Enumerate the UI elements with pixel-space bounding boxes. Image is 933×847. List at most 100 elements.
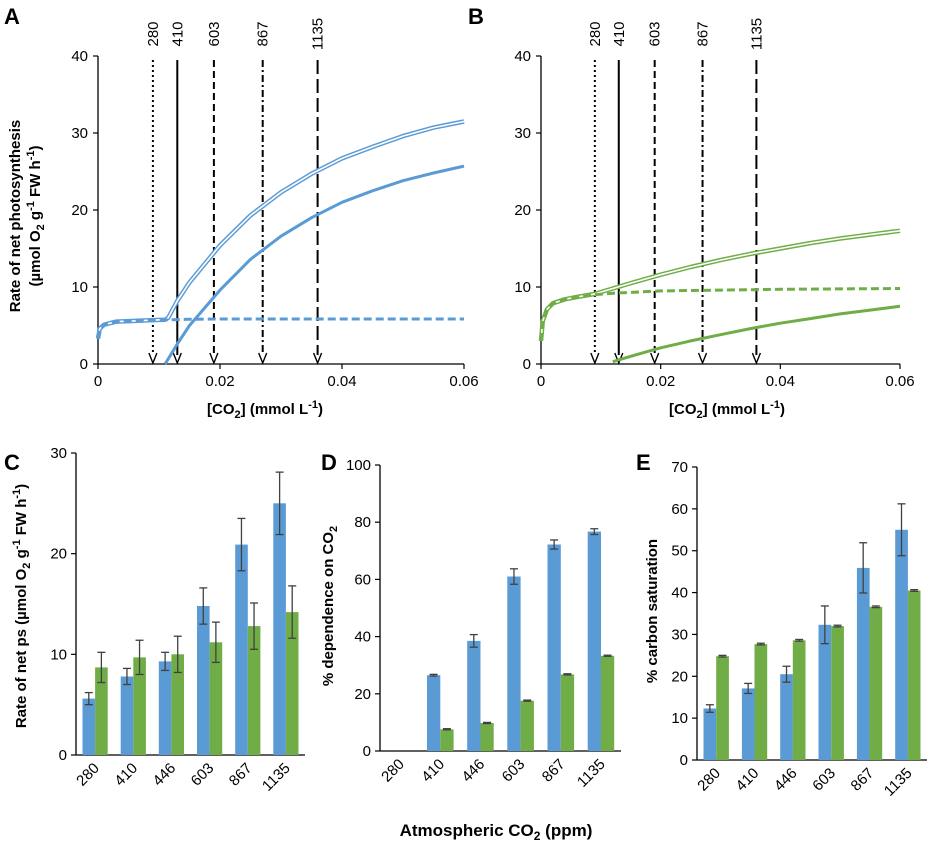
panel-b-ytick-label: 30	[514, 125, 531, 142]
panel-a-xtick-label: 0.02	[205, 373, 234, 390]
panel-a-co2-label-1135: 1135	[310, 18, 327, 50]
panel-c-ytick-label: 0	[59, 747, 67, 764]
panel-c-category-label: 603	[188, 760, 218, 790]
panel-b-co2-arrowhead-603	[650, 352, 660, 365]
panel-e-bar-green-1135	[907, 590, 921, 760]
panel-e-ytick-label: 20	[671, 668, 688, 685]
panel-b-xtick-label: 0.04	[766, 373, 795, 390]
panel-b-xtick-label: 0.06	[885, 373, 914, 390]
atmospheric-co2-xlabel: Atmospheric CO2 (ppm)	[400, 821, 593, 843]
panel-d-bar-green-1135	[600, 655, 615, 751]
panel-e-bar-green-280	[716, 656, 729, 760]
panel-a-co2-label-867: 867	[255, 21, 272, 46]
panel-d-ytick-label: 60	[354, 571, 371, 588]
panel-b-co2-label-1135: 1135	[748, 18, 765, 50]
panel-d-bar-green-410	[440, 729, 454, 751]
panel-d-bar-blue-410	[427, 675, 441, 751]
panel-e-bar-blue-410	[741, 688, 755, 760]
panel-d-ytick-label: 20	[354, 686, 371, 703]
panel-a-series-co2-independent	[96, 317, 464, 339]
panel-d-bar-green-446	[480, 723, 494, 751]
panel-c-bar-green-1135	[285, 612, 299, 755]
panel-b-co2-arrowhead-410	[614, 352, 624, 365]
panel-c-category-label: 410	[111, 760, 141, 790]
panel-c-bar-blue-280	[82, 698, 96, 755]
panel-a-co2-arrowhead-867	[258, 352, 268, 365]
panel-c-bar-green-410	[133, 657, 146, 755]
panel-c-ytick-label: 10	[50, 646, 67, 663]
panel-e-bar-blue-603	[818, 624, 832, 760]
panel-c-bar-blue-867	[235, 544, 248, 755]
panel-a-ytick-label: 20	[71, 202, 88, 219]
panel-a-ytick-label: 40	[71, 48, 88, 65]
panel-e-category-label: 446	[771, 765, 801, 795]
panel-a-series-co2-dependent	[163, 164, 465, 365]
panel-b-ytick-label: 10	[514, 279, 531, 296]
panel-a-co2-arrowhead-410	[172, 352, 182, 365]
panel-d-category-label: 867	[539, 756, 569, 786]
panel-d-category-label: 603	[499, 756, 529, 786]
panel-e-ytick-label: 10	[671, 710, 688, 727]
panel-b-xtick-label: 0	[537, 373, 545, 390]
panel-d-bar-blue-603	[507, 576, 521, 751]
panel-b-ytick-label: 20	[514, 202, 531, 219]
panel-d-bar-green-867	[560, 674, 575, 751]
panel-a-letter: A	[4, 4, 20, 29]
panel-a-xtick-label: 0.04	[327, 373, 356, 390]
panel-a-xlabel: [CO2] (mmol L-1)	[207, 399, 323, 421]
panel-a-co2-label-603: 603	[206, 21, 223, 46]
panel-c-bar-green-446	[171, 654, 184, 755]
panel-a-co2-arrowhead-603	[209, 352, 219, 365]
panel-d-bar-blue-1135	[587, 531, 601, 751]
panel-a-co2-arrowhead-280	[148, 352, 158, 365]
panel-a-ytick-label: 30	[71, 125, 88, 142]
panel-a-co2-label-410: 410	[169, 21, 186, 46]
panel-e-ytick-label: 30	[671, 626, 688, 643]
panel-d-ytick-label: 0	[363, 743, 371, 760]
panel-a-ytick-label: 0	[80, 356, 88, 373]
panel-c-ylabel: Rate of net ps (µmol O2 g-1 FW h-1)	[11, 484, 33, 728]
panel-a-ylabel-line1: Rate of net photosynthesis	[7, 120, 24, 313]
panel-b-ytick-label: 0	[523, 356, 531, 373]
panel-c-category-label: 867	[226, 760, 256, 790]
panel-e-ytick-label: 70	[671, 459, 688, 476]
panel-b-co2-label-603: 603	[647, 21, 664, 46]
panel-c-ytick-label: 30	[50, 445, 67, 462]
panel-e-ytick-label: 60	[671, 501, 688, 518]
panel-d-category-label: 280	[378, 756, 408, 786]
panel-e-bar-green-603	[831, 626, 844, 760]
panel-c-category-label: 1135	[259, 760, 294, 795]
panel-c-letter: C	[4, 450, 20, 475]
panel-c-bar-blue-410	[120, 676, 134, 755]
panel-e-category-label: 280	[694, 765, 724, 795]
panel-b-letter: B	[468, 4, 484, 29]
panel-a-co2-arrowhead-1135	[312, 352, 323, 365]
panel-e-bar-green-446	[792, 640, 806, 760]
panel-d-category-label: 1135	[574, 756, 609, 791]
panel-c-bar-blue-603	[197, 606, 210, 755]
panel-e-bar-blue-446	[780, 674, 793, 760]
panel-e-ytick-label: 50	[671, 543, 688, 560]
panel-b-series-co2-independent	[539, 287, 901, 342]
panel-c-category-label: 446	[150, 760, 180, 790]
panel-c-bar-green-280	[95, 667, 108, 755]
panel-c-bar-green-867	[247, 626, 261, 755]
panel-e-ytick-label: 40	[671, 585, 688, 602]
panel-e-category-label: 410	[733, 765, 763, 795]
panel-d-ytick-label: 80	[354, 514, 371, 531]
panel-e-category-label: 603	[809, 765, 839, 795]
panel-b-co2-arrowhead-867	[697, 352, 708, 365]
panel-d-category-label: 446	[459, 756, 489, 786]
panel-b-co2-arrowhead-280	[590, 352, 600, 365]
panel-a-xtick-label: 0	[94, 373, 102, 390]
panel-d-category-label: 410	[418, 756, 448, 786]
panel-b-co2-label-867: 867	[695, 21, 712, 46]
panel-e-bar-blue-1135	[895, 529, 908, 760]
panel-e-bar-blue-280	[703, 708, 717, 760]
panel-c-bar-green-603	[209, 642, 223, 755]
panel-a-ytick-label: 10	[71, 279, 88, 296]
panel-b-series-co2-dependent	[612, 304, 901, 364]
panel-a-xtick-label: 0.06	[449, 373, 478, 390]
